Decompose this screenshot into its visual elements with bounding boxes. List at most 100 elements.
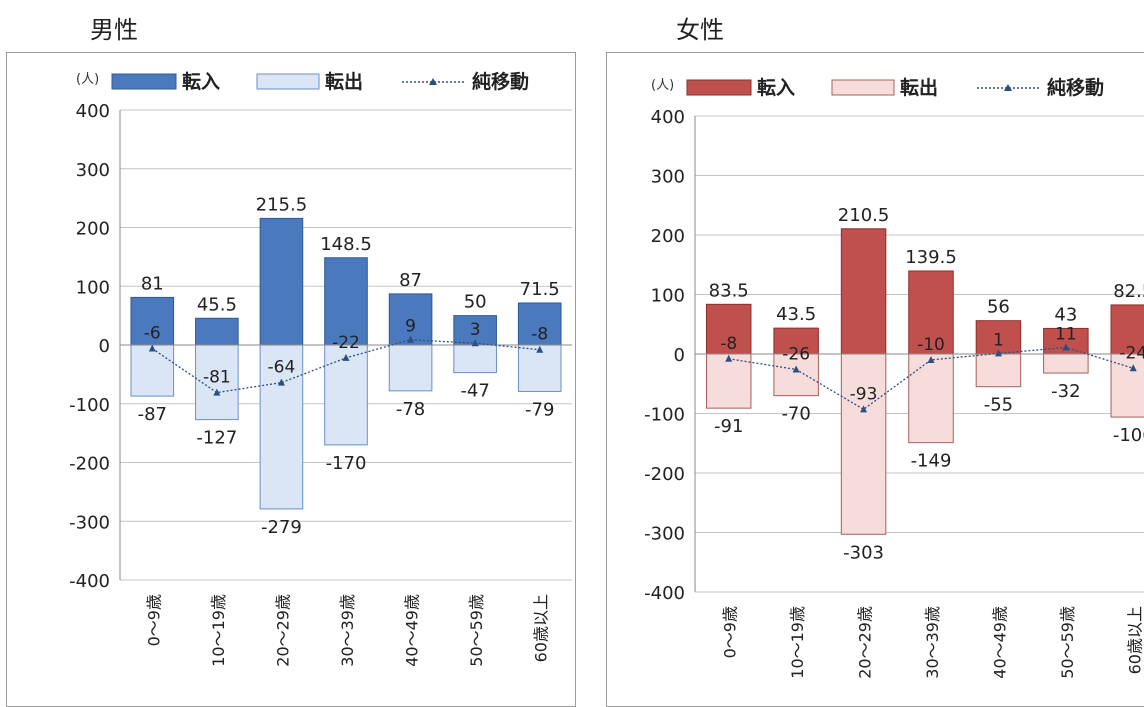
x-tick-label: 30～39歳 [923,606,942,679]
x-tick-label: 0～9歳 [721,606,740,658]
legend-swatch-out [256,73,320,90]
data-label-net: -8 [720,334,737,354]
data-label-net: 3 [470,320,481,340]
bar-in [773,327,819,355]
bar-out [908,353,954,444]
data-label-net: -6 [144,324,161,344]
bar-out [840,353,887,535]
x-tick-label: 30～39歳 [338,594,357,667]
data-label-in: 148.5 [320,234,372,255]
data-label-out: -70 [781,404,810,425]
net-marker [342,353,350,361]
net-marker [1129,364,1137,372]
data-label-out: -127 [196,428,237,449]
data-label-out: -279 [261,517,302,538]
y-tick-label: -100 [69,395,110,416]
chart-female: 400 300 200 100 0 -100 -200 -300 -400 (人) 転入 転出 純移動 8… [606,52,1144,707]
data-label-in: 83.5 [709,280,749,301]
y-tick-label: -300 [644,524,685,545]
data-label-net: -24 [1119,343,1144,363]
bar-out [1110,353,1144,418]
data-label-out: -79 [525,399,554,420]
net-marker [536,345,544,353]
data-label-out: -87 [138,404,167,425]
bar-out [324,344,368,446]
y-tick-label: 100 [76,277,110,298]
y-tick-label: -100 [644,405,685,426]
net-marker [792,365,800,373]
data-label-net: 9 [405,317,416,337]
data-label-out: -47 [460,381,489,402]
net-marker [994,349,1002,357]
x-tick-label: 20～29歳 [273,594,292,667]
data-label-out: -32 [1051,381,1080,402]
y-tick-label: 0 [99,336,110,357]
data-label-out: -170 [326,453,367,474]
data-label-in: 139.5 [905,247,957,268]
data-label-in: 43.5 [776,304,816,325]
bar-in [195,317,239,346]
x-tick-label: 40～49歳 [990,606,1009,679]
chart-female-svg: 400 300 200 100 0 -100 -200 -300 -400 (人) 転入 転出 純移動 8… [644,76,1144,679]
bar-in [840,228,887,355]
legend-label-out: 転出 [325,70,363,93]
legend-label-in: 転入 [182,71,220,93]
legend-label-net: 純移動 [472,70,529,93]
data-label-out: -78 [396,399,425,420]
data-label-out: -55 [984,395,1013,416]
legend-label-in: 転入 [757,77,795,99]
y-tick-label: -400 [69,571,110,592]
bar-in [908,270,954,355]
y-tick-label: 100 [651,286,685,307]
net-marker [725,354,733,362]
x-tick-label: 60歳以上 [532,594,551,662]
legend-swatch-in [111,73,177,90]
bar-out [975,353,1022,388]
net-marker [213,388,221,396]
chart-male: 400 300 200 100 0 -100 -200 -300 -400 (人) 転入 転出 純移動 8… [6,52,576,707]
bar-out [453,344,497,374]
data-label-in: 50 [464,292,487,313]
data-label-out: -106 [1113,425,1144,446]
data-label-net: -26 [782,344,810,364]
data-label-in: 210.5 [838,205,890,226]
x-tick-label: 10～19歳 [788,606,807,679]
legend-label-net: 純移動 [1047,76,1104,99]
data-label-net: -81 [203,368,231,388]
chart-male-svg: 400 300 200 100 0 -100 -200 -300 -400 (人) 転入 転出 純移動 8… [69,70,572,667]
net-marker [148,344,156,352]
net-marker [277,378,285,386]
net-marker [1062,343,1070,351]
bar-out [773,353,819,397]
bar-in [1110,304,1144,355]
data-label-in: 43 [1054,304,1077,325]
data-label-net: -8 [531,325,548,345]
data-label-in: 215.5 [256,194,308,215]
bar-out [130,344,175,397]
y-tick-label: 300 [76,160,110,181]
bar-out [1043,353,1089,374]
data-label-in: 82.5 [1113,281,1144,302]
y-tick-label: 200 [76,219,110,240]
net-marker [407,335,415,343]
net-marker [927,355,935,363]
bar-out [705,353,752,409]
bar-out [388,344,433,392]
x-tick-label: 20～29歳 [856,606,875,679]
bar-in [259,217,304,346]
x-tick-label: 60歳以上 [1125,606,1144,674]
bar-in [130,296,175,346]
y-tick-label: 300 [651,167,685,188]
x-tick-label: 50～59歳 [467,594,486,667]
legend-swatch-out [831,79,895,96]
legend-label-out: 転出 [900,76,938,99]
y-tick-label: -300 [69,512,110,533]
y-tick-label: 400 [651,107,685,128]
data-label-net: 1 [993,330,1004,350]
panel-title-male: 男性 [90,16,138,44]
data-label-out: -149 [911,451,952,472]
data-label-in: 81 [141,273,164,294]
data-label-net: -22 [332,333,360,353]
x-tick-label: 50～59歳 [1058,606,1077,679]
net-marker [860,405,868,413]
